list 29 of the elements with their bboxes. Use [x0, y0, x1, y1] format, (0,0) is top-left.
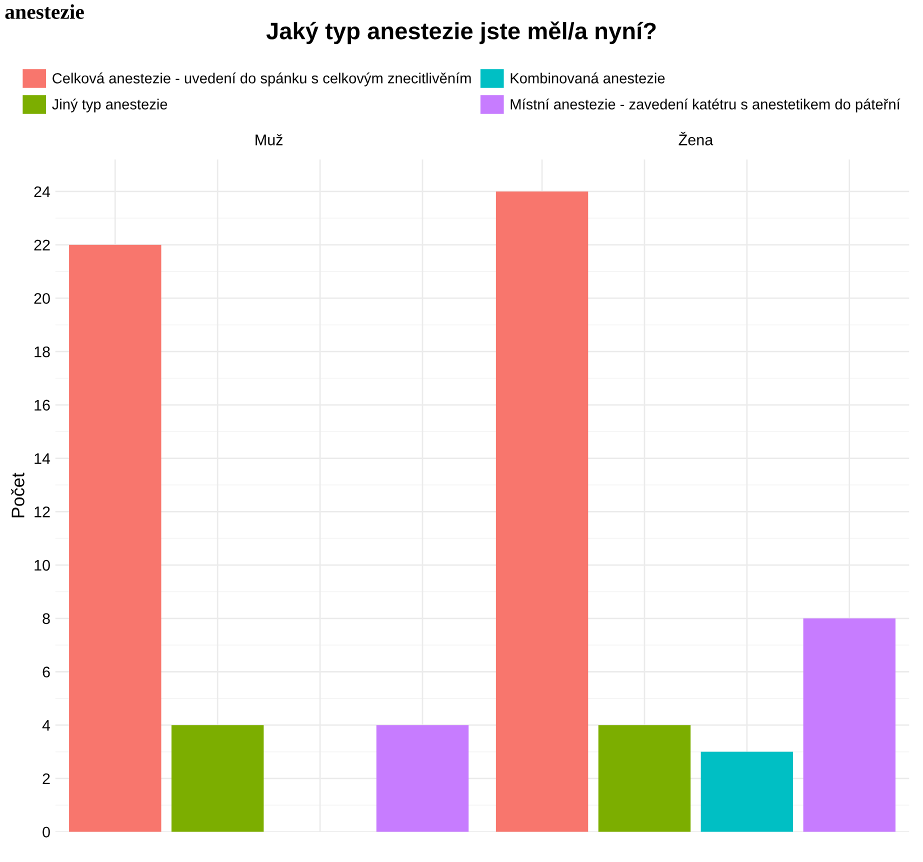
y-tick-label: 24: [34, 186, 50, 198]
legend-label: Celková anestezie - uvedení do spánku s celkovým znecitlivěním: [52, 72, 471, 86]
x-tick-label: Muž: [256, 134, 282, 146]
y-tick-label: 18: [34, 346, 50, 358]
y-axis-title: Počet: [11, 472, 24, 518]
bar: [69, 244, 162, 832]
bar: [803, 618, 896, 832]
y-tick-label: 6: [42, 666, 50, 678]
legend-label: Místní anestezie - zavedení katétru s anestetikem do páteřní: [510, 98, 900, 112]
bar: [376, 725, 469, 832]
bar: [598, 725, 691, 832]
y-tick-label: 4: [42, 720, 50, 731]
y-tick-label: 16: [34, 400, 50, 411]
bar: [171, 725, 264, 832]
y-tick-label: 10: [34, 560, 50, 571]
chart-title: Jaký typ anestezie jste měl/a nyní?: [266, 22, 656, 44]
legend-label: Jiný typ anestezie: [52, 98, 168, 112]
bar: [496, 191, 588, 832]
y-tick-label: 12: [34, 506, 50, 518]
y-tick-label: 20: [34, 293, 50, 304]
y-tick-label: 0: [42, 826, 50, 838]
y-tick-label: 2: [42, 773, 50, 784]
y-tick-label: 22: [34, 240, 50, 250]
text: anestezie: [5, 4, 84, 19]
legend-label: Kombinovaná anestezie: [510, 72, 665, 84]
y-tick-label: 14: [34, 453, 50, 464]
bar: [700, 752, 794, 832]
y-tick-label: 8: [42, 613, 50, 624]
x-tick-label: Žena: [678, 132, 714, 146]
